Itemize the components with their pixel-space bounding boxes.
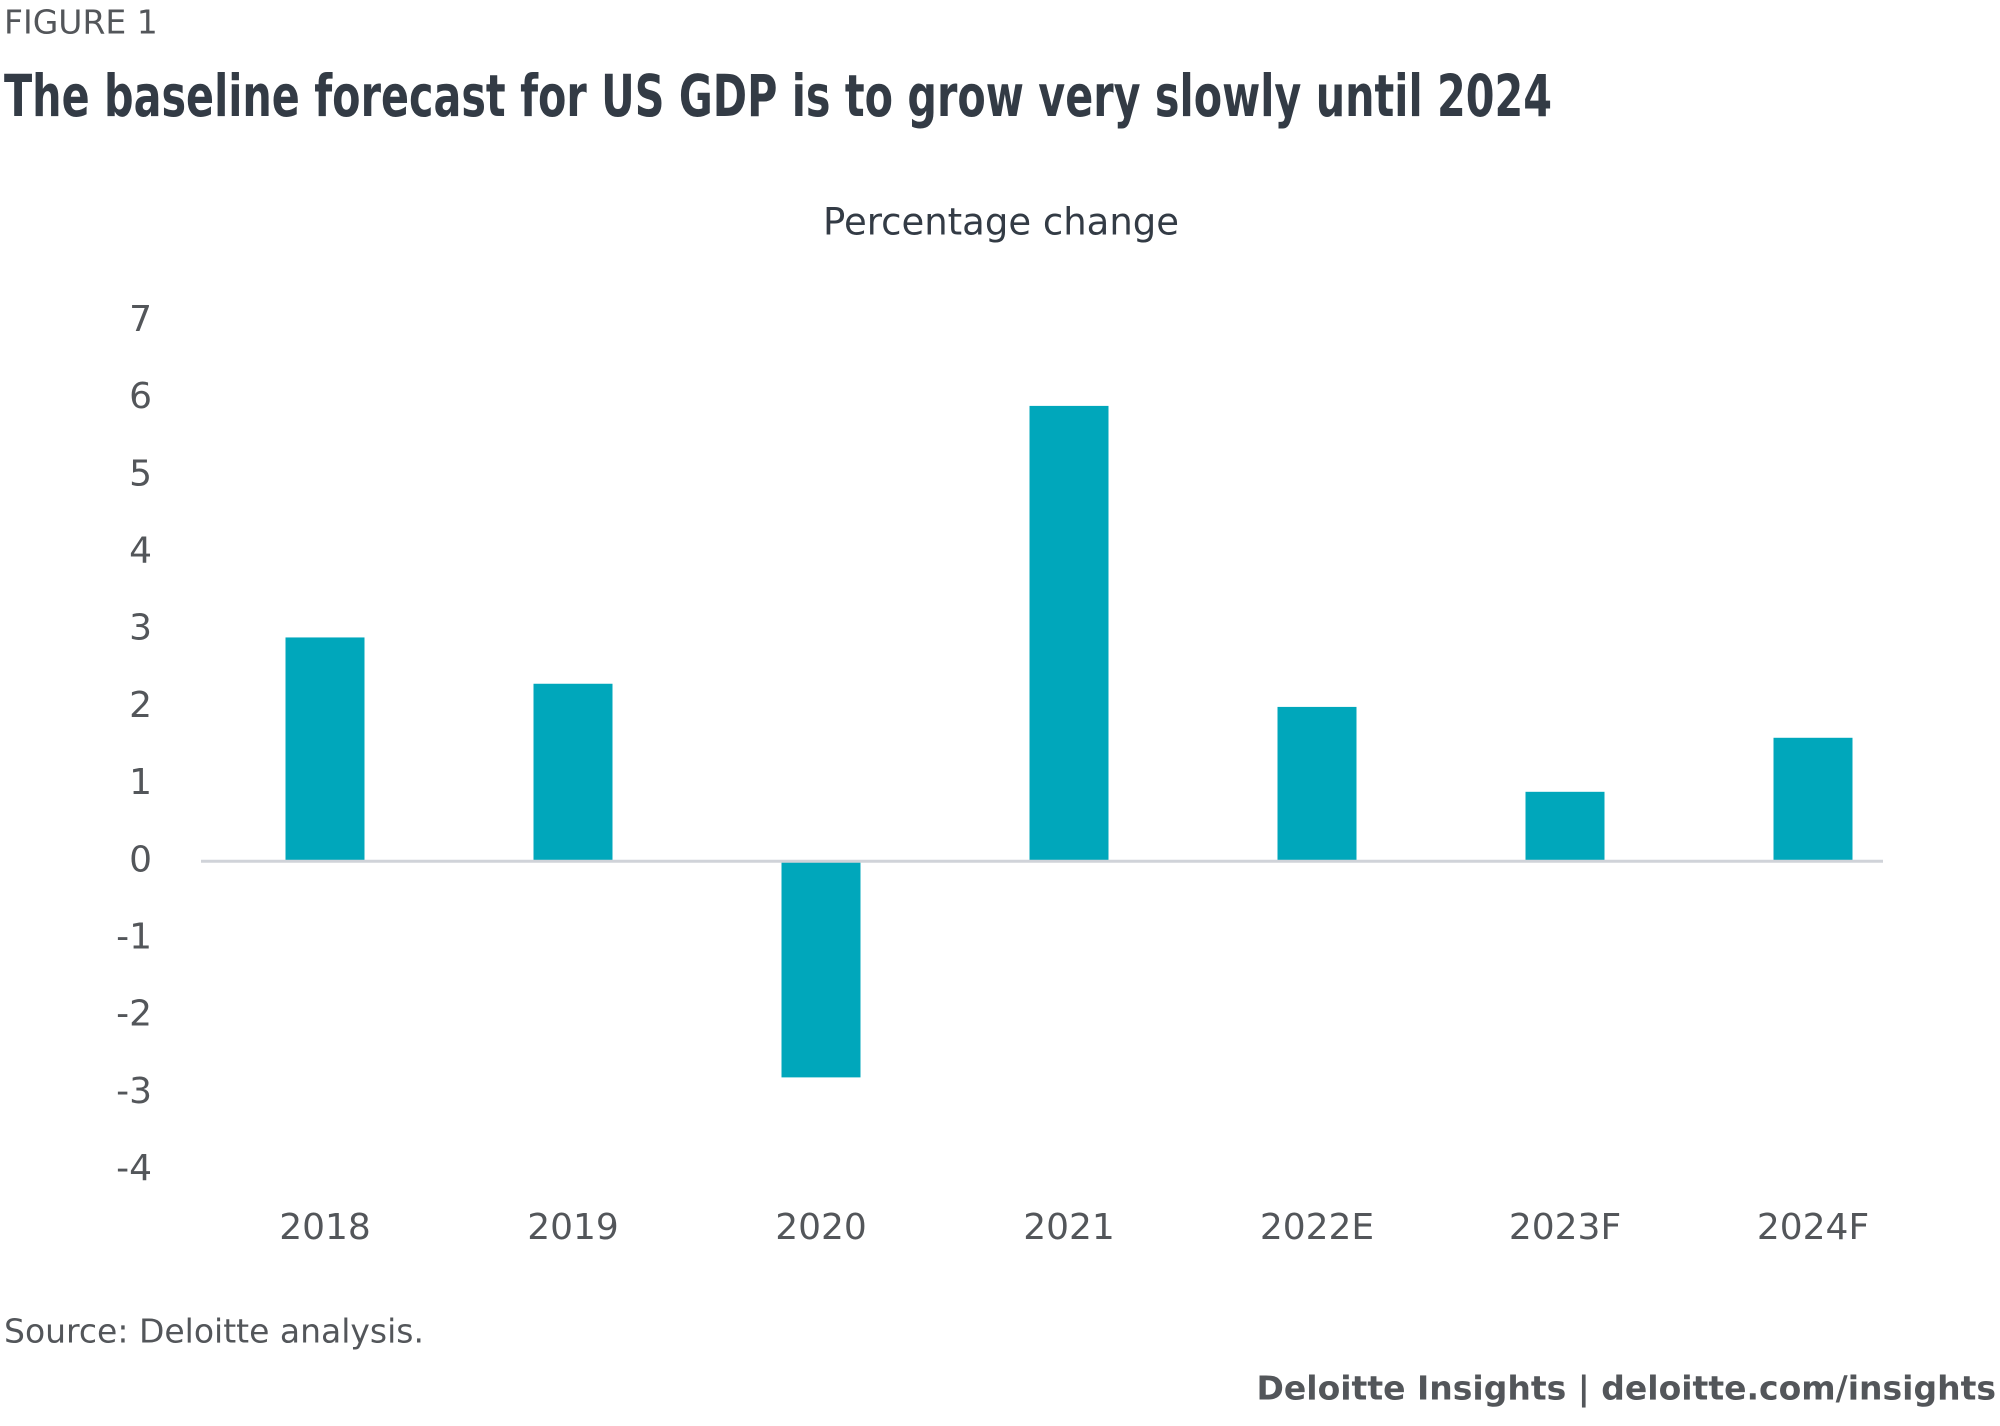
y-tick-label: -2 (116, 994, 152, 1035)
x-tick-label: 2019 (527, 1207, 619, 1248)
source: Source: Deloitte analysis. (4, 1312, 424, 1351)
bar (285, 637, 365, 862)
x-tick-label: 2023F (1509, 1207, 1621, 1248)
figure-label: FIGURE 1 (4, 3, 158, 42)
x-tick-label: 2018 (279, 1207, 371, 1248)
x-tick-label: 2020 (775, 1207, 867, 1248)
y-tick-label: 2 (129, 685, 152, 726)
y-tick-label: 4 (129, 531, 152, 572)
x-tick-label: 2024F (1757, 1207, 1869, 1248)
x-tick-label: 2021 (1023, 1207, 1115, 1248)
y-tick-label: 3 (129, 608, 152, 649)
y-tick-label: -4 (116, 1148, 152, 1189)
bar (1277, 706, 1357, 862)
bar (781, 861, 861, 1078)
chart-title: The baseline forecast for US GDP is to g… (4, 62, 1552, 130)
y-tick-label: 6 (129, 376, 152, 417)
credit: Deloitte Insights | deloitte.com/insight… (1256, 1369, 1996, 1408)
bar (1029, 405, 1109, 862)
y-tick-label: -3 (116, 1071, 152, 1112)
chart-subtitle: Percentage change (823, 201, 1179, 244)
bar (533, 683, 613, 862)
y-tick-label: -1 (116, 916, 152, 957)
bar (1525, 791, 1605, 862)
y-tick-label: 1 (129, 762, 152, 803)
y-tick-label: 5 (129, 453, 152, 494)
y-tick-label: 7 (129, 299, 152, 340)
y-tick-label: 0 (129, 839, 152, 880)
x-tick-label: 2022E (1260, 1207, 1374, 1248)
bar (1773, 737, 1853, 862)
